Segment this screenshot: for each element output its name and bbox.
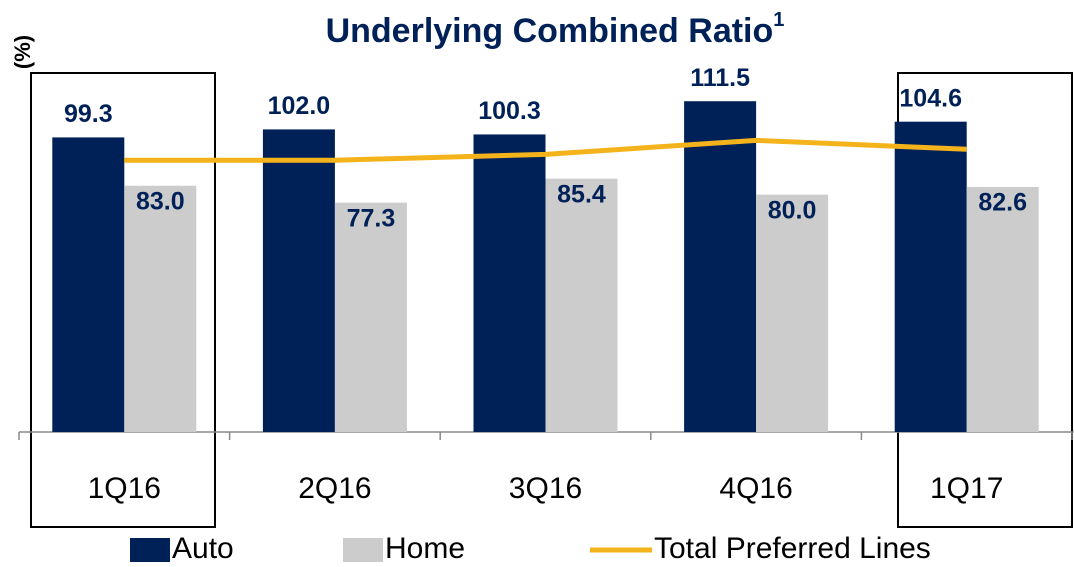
highlight-box — [30, 72, 216, 528]
bar — [756, 194, 829, 432]
legend-swatch — [343, 538, 383, 562]
x-tick-label: 2Q16 — [298, 472, 371, 505]
data-label: 83.0 — [136, 187, 185, 215]
bar — [473, 134, 546, 432]
data-label: 80.0 — [768, 196, 817, 224]
data-label: 82.6 — [978, 189, 1027, 217]
data-label: 104.6 — [899, 84, 962, 112]
data-label: 111.5 — [690, 64, 750, 92]
bar — [684, 101, 757, 432]
bar — [545, 178, 618, 432]
title-text: Underlying Combined Ratio — [326, 12, 774, 50]
data-label: 77.3 — [347, 204, 396, 232]
x-tick-label: 3Q16 — [509, 472, 582, 505]
data-label: 100.3 — [478, 97, 541, 125]
data-label: 85.4 — [557, 180, 606, 208]
bar — [124, 185, 197, 432]
x-tick-label: 1Q16 — [88, 472, 161, 505]
legend-label: Home — [385, 532, 465, 565]
chart-title: Underlying Combined Ratio1 — [326, 9, 785, 50]
bar — [966, 186, 1039, 432]
line — [124, 137, 967, 163]
bar — [334, 202, 407, 432]
legend-label: Total Preferred Lines — [654, 532, 931, 565]
x-tick-label: 4Q16 — [719, 472, 792, 505]
legend-swatch — [130, 538, 170, 562]
data-label: 102.0 — [268, 92, 331, 120]
data-label: 99.3 — [64, 100, 113, 128]
y-axis-label: (%) — [10, 35, 35, 69]
bar — [52, 137, 125, 432]
bar — [262, 129, 335, 432]
legend-label: Auto — [172, 532, 234, 565]
bar — [894, 121, 967, 432]
x-tick-label: 1Q17 — [930, 472, 1003, 505]
title-note: 1 — [773, 9, 784, 31]
